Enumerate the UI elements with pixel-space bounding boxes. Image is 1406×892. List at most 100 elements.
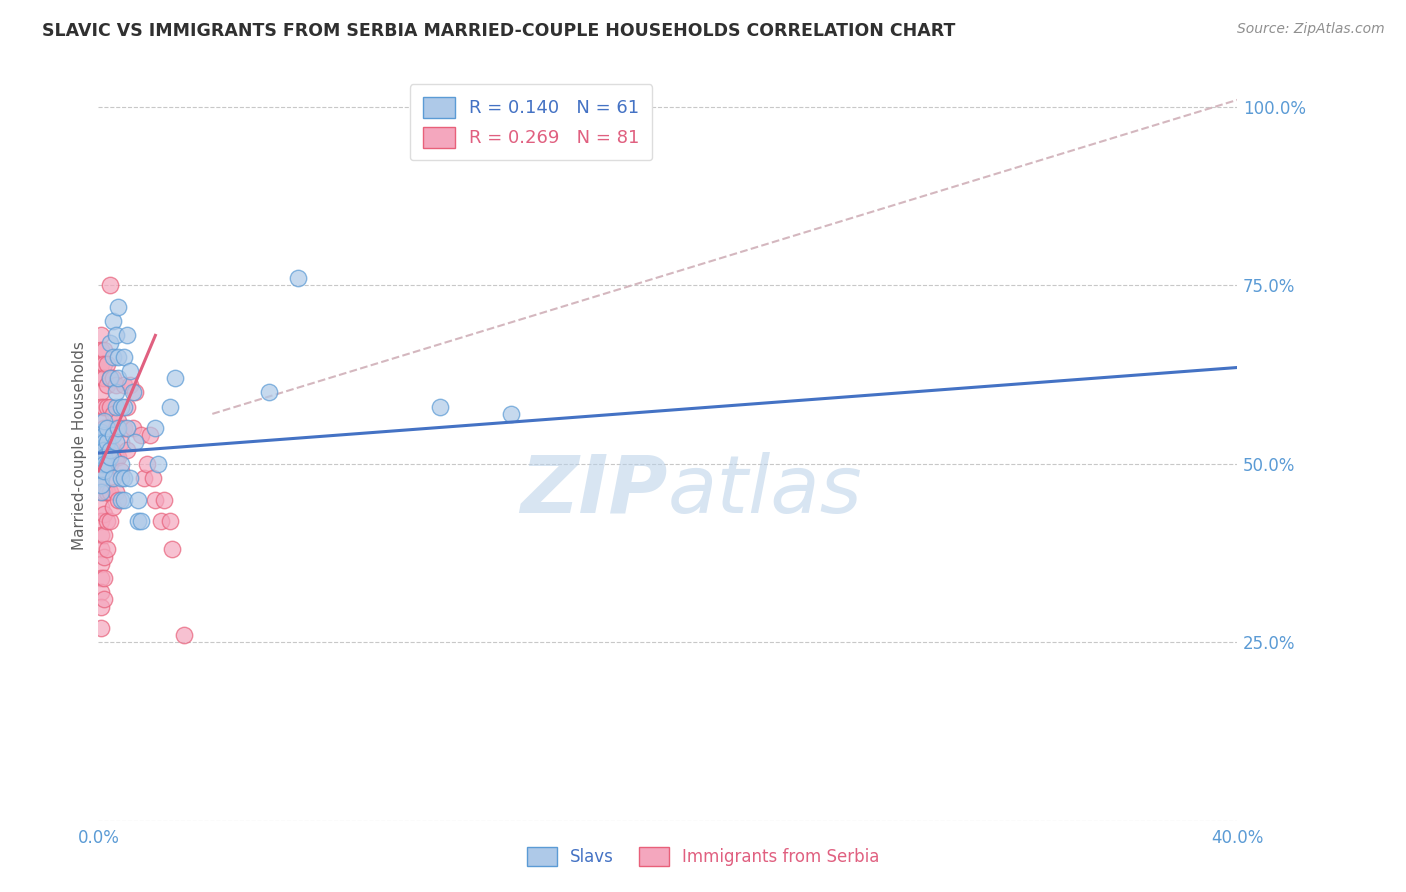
Point bbox=[90, 471, 112, 485]
Point bbox=[141, 471, 163, 485]
Point bbox=[104, 385, 127, 400]
Point bbox=[112, 492, 135, 507]
Point bbox=[90, 400, 112, 414]
Point bbox=[159, 400, 181, 414]
Point bbox=[107, 492, 129, 507]
Point bbox=[90, 328, 112, 343]
Point bbox=[98, 371, 121, 385]
Point bbox=[135, 457, 157, 471]
Point bbox=[159, 514, 181, 528]
Point bbox=[101, 442, 124, 457]
Point bbox=[107, 300, 129, 314]
Point bbox=[93, 485, 115, 500]
Point bbox=[107, 421, 129, 435]
Point bbox=[90, 471, 112, 485]
Point bbox=[90, 500, 112, 514]
Point bbox=[162, 542, 184, 557]
Point bbox=[173, 628, 195, 642]
Y-axis label: Married-couple Households: Married-couple Households bbox=[72, 342, 87, 550]
Point bbox=[90, 621, 112, 635]
Point bbox=[96, 435, 118, 450]
Point bbox=[90, 428, 112, 442]
Point bbox=[93, 343, 115, 357]
Point bbox=[165, 371, 187, 385]
Point bbox=[98, 428, 121, 442]
Point bbox=[96, 542, 118, 557]
Point bbox=[104, 485, 127, 500]
Point bbox=[107, 350, 129, 364]
Point bbox=[145, 421, 167, 435]
Point bbox=[90, 414, 112, 428]
Text: SLAVIC VS IMMIGRANTS FROM SERBIA MARRIED-COUPLE HOUSEHOLDS CORRELATION CHART: SLAVIC VS IMMIGRANTS FROM SERBIA MARRIED… bbox=[42, 22, 956, 40]
Point bbox=[98, 335, 121, 350]
Point bbox=[138, 428, 160, 442]
Point bbox=[90, 435, 112, 450]
Point bbox=[148, 457, 170, 471]
Point bbox=[93, 464, 115, 478]
Point bbox=[118, 471, 141, 485]
Point bbox=[501, 407, 523, 421]
Point bbox=[104, 450, 127, 464]
Point bbox=[90, 457, 112, 471]
Point bbox=[127, 492, 149, 507]
Text: Source: ZipAtlas.com: Source: ZipAtlas.com bbox=[1237, 22, 1385, 37]
Point bbox=[93, 400, 115, 414]
Point bbox=[124, 385, 146, 400]
Point bbox=[101, 350, 124, 364]
Point bbox=[93, 357, 115, 371]
Point bbox=[90, 585, 112, 599]
Point bbox=[112, 378, 135, 392]
Point bbox=[429, 400, 451, 414]
Point bbox=[150, 514, 173, 528]
Point bbox=[129, 514, 152, 528]
Point bbox=[124, 435, 146, 450]
Point bbox=[90, 464, 112, 478]
Point bbox=[96, 378, 118, 392]
Point bbox=[110, 400, 132, 414]
Point bbox=[90, 528, 112, 542]
Point bbox=[93, 457, 115, 471]
Point bbox=[101, 428, 124, 442]
Point bbox=[96, 421, 118, 435]
Point bbox=[93, 464, 115, 478]
Point bbox=[93, 442, 115, 457]
Point bbox=[107, 414, 129, 428]
Point bbox=[112, 471, 135, 485]
Point bbox=[90, 457, 112, 471]
Point bbox=[90, 343, 112, 357]
Point bbox=[93, 507, 115, 521]
Point bbox=[115, 400, 138, 414]
Point bbox=[93, 371, 115, 385]
Text: ZIP: ZIP bbox=[520, 452, 668, 530]
Point bbox=[104, 328, 127, 343]
Point bbox=[96, 514, 118, 528]
Point bbox=[115, 442, 138, 457]
Point bbox=[90, 385, 112, 400]
Point bbox=[93, 571, 115, 585]
Point bbox=[96, 457, 118, 471]
Point bbox=[90, 542, 112, 557]
Point bbox=[101, 314, 124, 328]
Point bbox=[90, 557, 112, 571]
Point bbox=[90, 371, 112, 385]
Point bbox=[115, 421, 138, 435]
Point bbox=[107, 371, 129, 385]
Point bbox=[110, 435, 132, 450]
Point bbox=[98, 514, 121, 528]
Point bbox=[90, 432, 112, 446]
Point bbox=[101, 500, 124, 514]
Point bbox=[90, 442, 112, 457]
Point bbox=[90, 450, 112, 464]
Point bbox=[101, 471, 124, 485]
Point bbox=[90, 485, 112, 500]
Point bbox=[118, 364, 141, 378]
Point bbox=[90, 442, 112, 457]
Point bbox=[93, 428, 115, 442]
Point bbox=[112, 421, 135, 435]
Point bbox=[110, 471, 132, 485]
Point bbox=[121, 385, 143, 400]
Point bbox=[104, 421, 127, 435]
Point bbox=[145, 492, 167, 507]
Point bbox=[93, 450, 115, 464]
Point bbox=[132, 471, 155, 485]
